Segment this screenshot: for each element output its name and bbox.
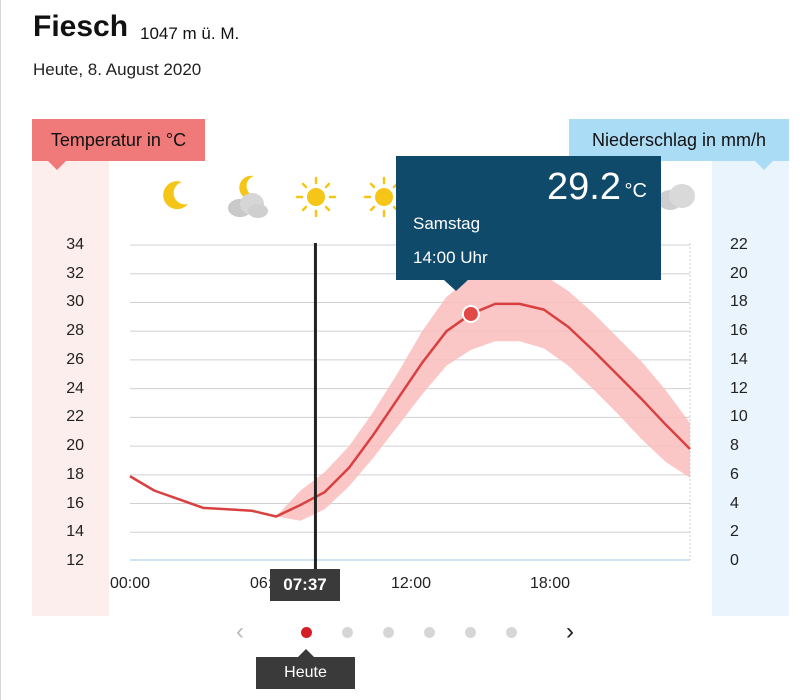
tooltip-time: 14:00 Uhr bbox=[413, 248, 488, 267]
now-time-label: 07:37 bbox=[270, 569, 340, 601]
temperature-range-band bbox=[276, 267, 690, 521]
temperature-tick-label: 20 bbox=[66, 437, 84, 455]
pager-dot[interactable] bbox=[465, 627, 476, 638]
temperature-tick-label: 26 bbox=[66, 350, 84, 368]
precipitation-tick-label: 2 bbox=[730, 523, 739, 541]
temperature-tick-label: 16 bbox=[66, 494, 84, 512]
precipitation-axis-panel bbox=[712, 160, 789, 616]
moon-icon bbox=[150, 174, 202, 220]
previous-arrow-icon[interactable]: ‹ bbox=[236, 618, 244, 645]
precipitation-tick-label: 4 bbox=[730, 494, 739, 512]
pager-dot[interactable] bbox=[506, 627, 517, 638]
precipitation-tick-label: 10 bbox=[730, 408, 748, 426]
temperature-tick-label: 18 bbox=[66, 465, 84, 483]
today-label: Heute bbox=[256, 649, 355, 689]
temperature-tooltip: 29.2 °C Samstag 14:00 Uhr bbox=[396, 156, 661, 291]
day-pager: ‹ › bbox=[0, 620, 800, 644]
pager-dot-today[interactable] bbox=[301, 627, 312, 638]
precipitation-tick-label: 8 bbox=[730, 437, 739, 455]
pager-dot[interactable] bbox=[424, 627, 435, 638]
pager-dot[interactable] bbox=[342, 627, 353, 638]
temperature-tick-label: 32 bbox=[66, 264, 84, 282]
date-label: Heute, 8. August 2020 bbox=[33, 60, 202, 79]
temperature-tick-label: 12 bbox=[66, 552, 84, 569]
temperature-axis-panel bbox=[32, 160, 109, 616]
tooltip-value: 29.2 bbox=[547, 166, 621, 208]
temperature-tick-label: 24 bbox=[66, 379, 84, 397]
precipitation-tick-label: 14 bbox=[730, 350, 748, 368]
location-title: Fiesch bbox=[33, 10, 129, 43]
x-tick-label: 18:00 bbox=[529, 575, 571, 592]
highlighted-point[interactable] bbox=[461, 304, 480, 323]
precipitation-tick-label: 16 bbox=[730, 322, 748, 340]
temperature-tick-label: 14 bbox=[66, 523, 84, 541]
precipitation-tick-label: 6 bbox=[730, 465, 739, 483]
temperature-tick-label: 28 bbox=[66, 322, 84, 340]
precipitation-tick-label: 0 bbox=[730, 552, 739, 569]
precipitation-tick-label: 22 bbox=[730, 236, 748, 253]
x-tick-label: 00:00 bbox=[109, 575, 151, 592]
x-tick-label: 12:00 bbox=[390, 575, 432, 592]
temperature-tick-label: 34 bbox=[66, 236, 84, 253]
temperature-tick-label: 22 bbox=[66, 408, 84, 426]
precipitation-tick-label: 12 bbox=[730, 379, 748, 397]
cloud-icon bbox=[650, 174, 702, 220]
temperature-tick-label: 30 bbox=[66, 293, 84, 311]
tooltip-day: Samstag bbox=[413, 214, 481, 233]
temperature-line bbox=[129, 302, 691, 518]
precipitation-tick-label: 18 bbox=[730, 293, 748, 311]
precipitation-tick-label: 20 bbox=[730, 264, 748, 282]
pager-dot[interactable] bbox=[383, 627, 394, 638]
moon-cloud-icon bbox=[220, 174, 272, 220]
temperature-axis-label: Temperatur in °C bbox=[32, 119, 205, 170]
precipitation-axis-label: Niederschlag in mm/h bbox=[569, 119, 789, 170]
tooltip-unit: °C bbox=[624, 180, 647, 202]
next-arrow-icon[interactable]: › bbox=[566, 618, 574, 645]
left-frame-line bbox=[0, 0, 1, 700]
elevation-label: 1047 m ü. M. bbox=[140, 24, 240, 43]
sun-icon bbox=[290, 174, 342, 220]
